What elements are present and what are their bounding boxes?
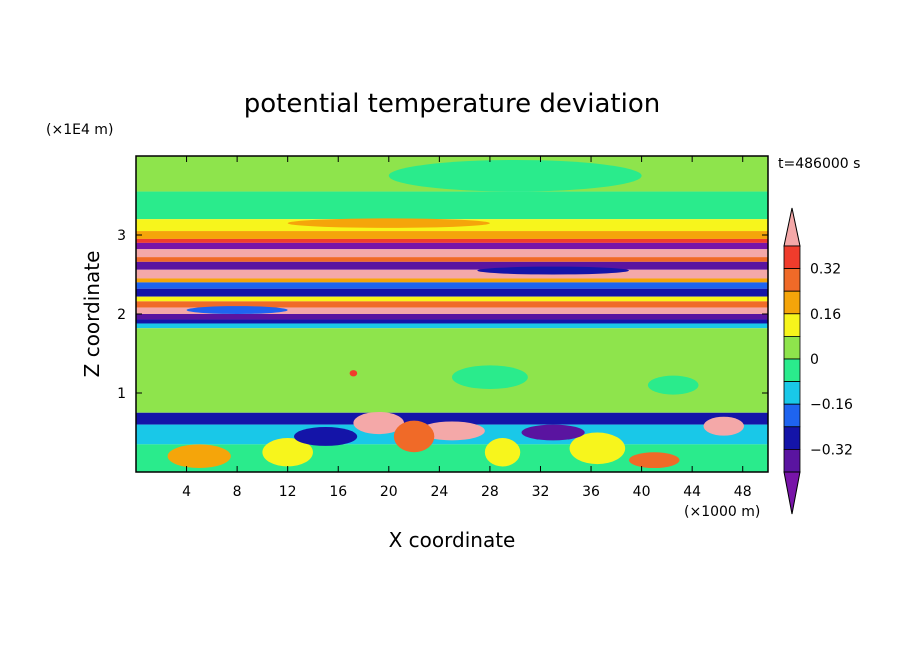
field-blob [647, 375, 699, 395]
field-blob [703, 416, 744, 436]
colorbar-segment [783, 313, 801, 337]
field-band [136, 191, 768, 220]
field-band [136, 412, 768, 425]
field-blob [569, 432, 626, 465]
y-tick-label: 1 [117, 386, 126, 402]
x-tick-label: 8 [233, 484, 242, 500]
colorbar-segment [783, 426, 801, 450]
colorbar-tick-label: 0.16 [810, 307, 841, 323]
field-band [136, 238, 768, 243]
x-tick-label: 48 [734, 484, 752, 500]
field-blob [262, 438, 313, 467]
colorbar-segment [783, 381, 801, 405]
field-blob [393, 420, 435, 453]
field-band [136, 323, 768, 329]
field-blob [349, 370, 358, 377]
field-band [136, 301, 768, 308]
x-tick-label: 4 [182, 484, 191, 500]
field-blob [388, 159, 642, 192]
colorbar-segment [783, 268, 801, 292]
x-axis-label: X coordinate [389, 528, 516, 552]
field-band [136, 257, 768, 262]
field-band [136, 269, 768, 279]
field-blob [452, 365, 528, 390]
field-band [136, 296, 768, 302]
y-tick-label: 2 [117, 307, 126, 323]
colorbar-segment [783, 335, 801, 360]
field-band [136, 288, 768, 297]
x-tick-label: 20 [380, 484, 398, 500]
field-blob [477, 266, 629, 275]
field-band [136, 319, 768, 324]
field-band [136, 278, 768, 283]
field-blob [628, 452, 680, 469]
x-unit-label: (×1000 m) [684, 504, 760, 520]
colorbar-bottom-arrow [783, 471, 801, 515]
colorbar-tick-label: −0.16 [810, 397, 853, 413]
field-band [136, 231, 768, 239]
x-tick-label: 32 [532, 484, 550, 500]
colorbar-tick-label: −0.32 [810, 442, 853, 458]
field-band [136, 261, 768, 270]
colorbar-tick-label: 0.32 [810, 262, 841, 278]
x-tick-label: 24 [430, 484, 448, 500]
field-blob [287, 218, 490, 228]
y-tick-label: 3 [117, 228, 126, 244]
colorbar-top-arrow [783, 207, 801, 247]
field-blob [521, 424, 585, 441]
y-axis: 1 2 3 [117, 228, 768, 402]
colorbar-tick-label: 0 [810, 352, 819, 368]
x-axis: 4 8 12 16 20 24 28 32 36 40 44 48 [182, 156, 752, 500]
field-blob [186, 306, 288, 314]
chart-title: potential temperature deviation [244, 89, 660, 119]
field-band [136, 307, 768, 314]
field-blob [294, 426, 358, 446]
field-blob [484, 438, 521, 467]
x-tick-label: 36 [582, 484, 600, 500]
colorbar-segment [783, 403, 801, 428]
y-unit-label: (×1E4 m) [46, 122, 113, 138]
y-axis-label: Z coordinate [80, 251, 104, 378]
colorbar-segment [783, 290, 801, 315]
colorbar-segment [783, 448, 801, 473]
colorbar-segment [783, 358, 801, 383]
x-tick-label: 12 [279, 484, 297, 500]
field-blob [353, 411, 404, 435]
time-label: t=486000 s [778, 156, 860, 172]
field-band [136, 282, 768, 289]
field-band [136, 242, 768, 250]
x-tick-label: 40 [633, 484, 651, 500]
colorbar-segment [783, 245, 801, 270]
field-band [136, 328, 768, 413]
colorbar: 0.32 0.16 0 −0.16 −0.32 [783, 207, 853, 515]
field-band [136, 314, 768, 320]
field-blob [167, 444, 231, 469]
plot-area [136, 156, 768, 472]
x-tick-label: 16 [329, 484, 347, 500]
x-tick-label: 28 [481, 484, 499, 500]
x-tick-label: 44 [683, 484, 701, 500]
field-band [136, 249, 768, 258]
field-blob [419, 421, 485, 441]
